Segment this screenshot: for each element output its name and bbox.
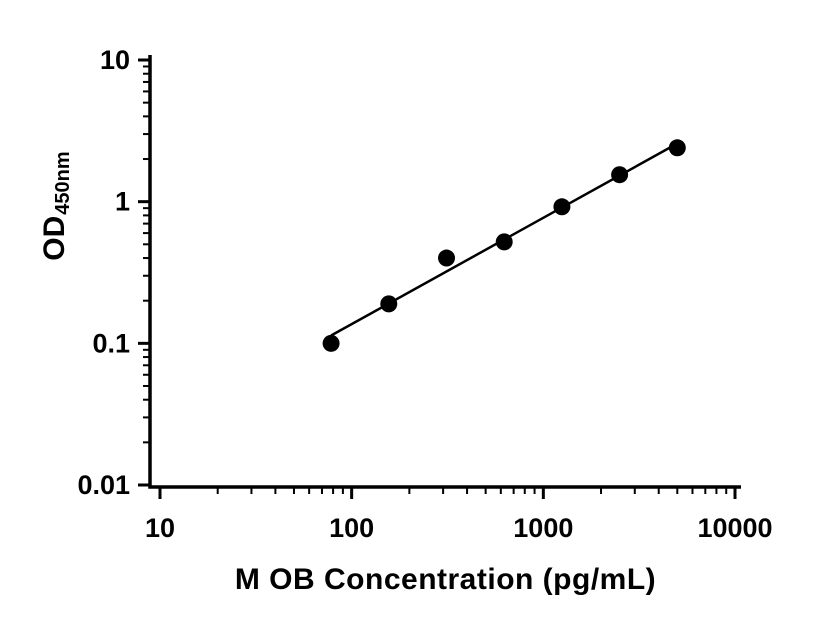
y-tick-label: 1 [115,187,130,217]
y-tick-label: 0.1 [92,328,130,358]
data-point [495,233,513,251]
data-point [322,334,340,352]
y-axis-title-subscript: 450nm [52,151,74,215]
y-tick-label: 0.01 [77,470,130,500]
y-axis-title: OD 450nm [38,106,80,306]
data-point [611,166,629,184]
data-point [438,249,456,267]
x-tick-label: 10 [145,513,175,543]
x-tick-label: 10000 [697,513,772,543]
y-tick-label: 10 [100,45,130,75]
x-axis-title: M OB Concentration (pg/mL) [234,563,657,596]
data-point [380,295,398,313]
y-axis-title-main: OD [38,215,71,261]
x-tick-label: 1000 [513,513,573,543]
x-tick-label: 100 [329,513,374,543]
data-point [668,139,686,157]
data-point [553,198,571,216]
